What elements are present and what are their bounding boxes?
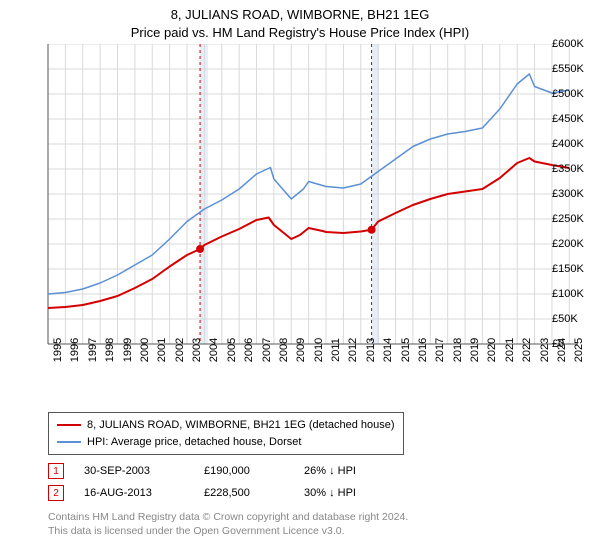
- legend-item: 8, JULIANS ROAD, WIMBORNE, BH21 1EG (det…: [57, 417, 395, 434]
- x-tick-label: 2023: [539, 338, 551, 362]
- transaction-hpi-delta: 30% ↓ HPI: [304, 487, 424, 499]
- transaction-date: 16-AUG-2013: [84, 487, 204, 499]
- y-tick-label: £400K: [552, 138, 596, 150]
- transaction-point: [368, 226, 376, 234]
- y-tick-label: £550K: [552, 63, 596, 75]
- x-tick-label: 2007: [261, 338, 273, 362]
- x-tick-label: 2021: [504, 338, 516, 362]
- x-tick-label: 2008: [278, 338, 290, 362]
- x-tick-label: 2006: [243, 338, 255, 362]
- y-tick-label: £150K: [552, 263, 596, 275]
- x-tick-label: 2001: [156, 338, 168, 362]
- y-tick-label: £300K: [552, 188, 596, 200]
- x-tick-label: 2022: [521, 338, 533, 362]
- y-tick-label: £200K: [552, 238, 596, 250]
- x-tick-label: 2025: [573, 338, 585, 362]
- transactions-table: 1 30-SEP-2003£190,00026% ↓ HPI 2 16-AUG-201…: [48, 460, 424, 504]
- x-tick-label: 1997: [87, 338, 99, 362]
- x-tick-label: 2010: [313, 338, 325, 362]
- title-line-2: Price paid vs. HM Land Registry's House …: [0, 24, 600, 42]
- x-tick-label: 2005: [226, 338, 238, 362]
- x-tick-label: 2018: [452, 338, 464, 362]
- transaction-row: 1 30-SEP-2003£190,00026% ↓ HPI: [48, 460, 424, 482]
- x-tick-label: 2017: [434, 338, 446, 362]
- footer-line-1: Contains HM Land Registry data © Crown c…: [48, 510, 408, 524]
- x-tick-label: 2024: [556, 338, 568, 362]
- x-tick-label: 2011: [330, 338, 342, 362]
- x-tick-label: 2000: [139, 338, 151, 362]
- transaction-point: [196, 245, 204, 253]
- footer-attribution: Contains HM Land Registry data © Crown c…: [48, 510, 408, 538]
- y-tick-label: £500K: [552, 88, 596, 100]
- y-tick-label: £450K: [552, 113, 596, 125]
- x-tick-label: 1995: [52, 338, 64, 362]
- transaction-marker-icon: 2: [48, 485, 64, 501]
- y-tick-label: £350K: [552, 163, 596, 175]
- x-tick-label: 2019: [469, 338, 481, 362]
- x-tick-label: 2009: [295, 338, 307, 362]
- x-tick-label: 2015: [400, 338, 412, 362]
- x-tick-label: 1999: [122, 338, 134, 362]
- transaction-date: 30-SEP-2003: [84, 465, 204, 477]
- footer-line-2: This data is licensed under the Open Gov…: [48, 524, 408, 538]
- legend-item: HPI: Average price, detached house, Dors…: [57, 434, 395, 451]
- x-tick-label: 2016: [417, 338, 429, 362]
- x-tick-label: 2012: [347, 338, 359, 362]
- legend-swatch: [57, 441, 81, 443]
- transaction-row: 2 16-AUG-2013£228,50030% ↓ HPI: [48, 482, 424, 504]
- y-tick-label: £100K: [552, 288, 596, 300]
- chart: 12 £0£50K£100K£150K£200K£250K£300K£350K£…: [0, 44, 600, 404]
- chart-title-block: 8, JULIANS ROAD, WIMBORNE, BH21 1EG Pric…: [0, 0, 600, 41]
- x-tick-label: 2002: [174, 338, 186, 362]
- transaction-price: £228,500: [204, 487, 304, 499]
- y-tick-label: £600K: [552, 38, 596, 50]
- legend-label: HPI: Average price, detached house, Dors…: [87, 434, 301, 451]
- x-tick-label: 2013: [365, 338, 377, 362]
- title-line-1: 8, JULIANS ROAD, WIMBORNE, BH21 1EG: [0, 6, 600, 24]
- transaction-price: £190,000: [204, 465, 304, 477]
- y-tick-label: £50K: [552, 313, 596, 325]
- x-tick-label: 1996: [69, 338, 81, 362]
- x-tick-label: 1998: [104, 338, 116, 362]
- legend: 8, JULIANS ROAD, WIMBORNE, BH21 1EG (det…: [48, 412, 404, 455]
- y-tick-label: £250K: [552, 213, 596, 225]
- x-tick-label: 2014: [382, 338, 394, 362]
- legend-label: 8, JULIANS ROAD, WIMBORNE, BH21 1EG (det…: [87, 417, 395, 434]
- transaction-marker-icon: 1: [48, 463, 64, 479]
- x-tick-label: 2020: [486, 338, 498, 362]
- x-tick-label: 2004: [208, 338, 220, 362]
- transaction-hpi-delta: 26% ↓ HPI: [304, 465, 424, 477]
- legend-swatch: [57, 424, 81, 426]
- x-tick-label: 2003: [191, 338, 203, 362]
